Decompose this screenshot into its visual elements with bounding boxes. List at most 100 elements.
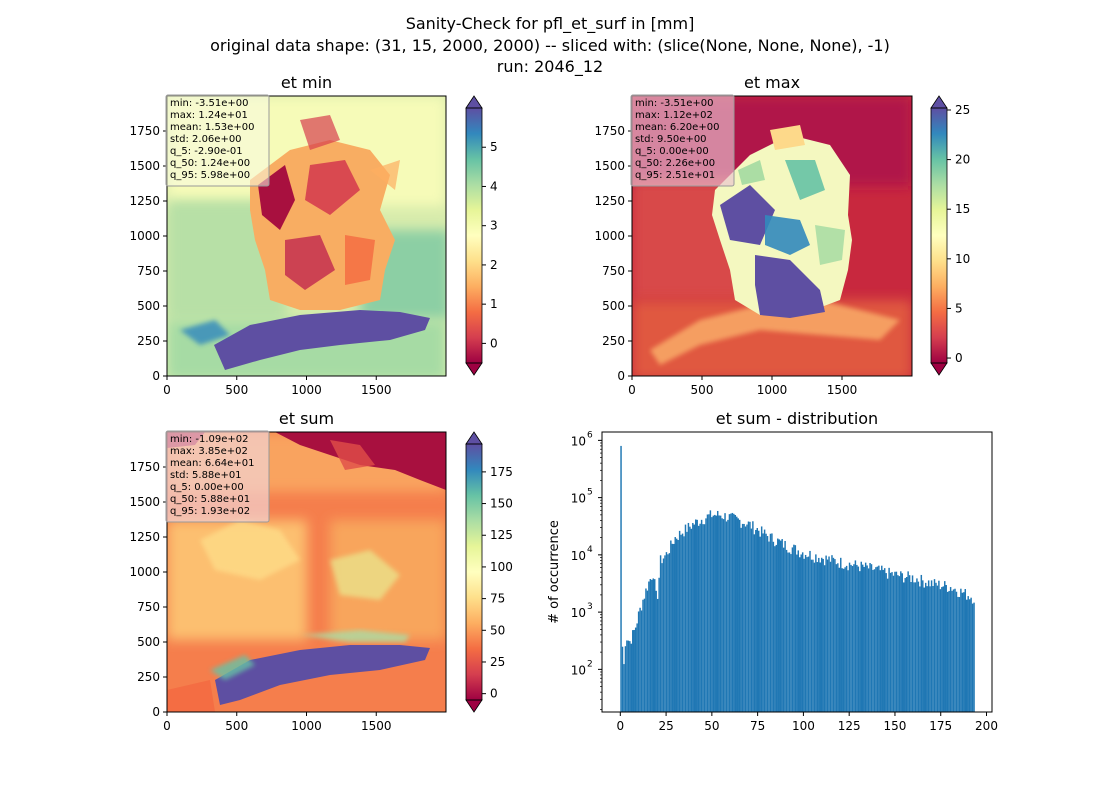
y-tick-label: 10 [571,549,586,563]
x-tick-label: 500 [225,719,248,733]
histogram-bar [944,581,946,712]
histogram-bar [709,510,712,712]
histogram-bar [718,515,720,712]
histogram-bar [908,575,911,712]
histogram-bar [910,582,912,712]
histogram-bar [905,577,908,712]
y-tick-label: 1500 [129,159,160,173]
histogram-bar [970,597,972,712]
stats-line: std: 5.88e+01 [170,470,242,481]
histogram-bar [856,564,858,712]
histogram-bar [837,563,839,712]
histogram-bar [895,571,898,712]
histogram-bar [850,564,852,712]
histogram-bar [913,582,915,712]
histogram-bar [872,569,874,712]
histogram-bar [752,521,754,712]
histogram-bar [620,445,622,712]
histogram-bar [724,513,726,712]
histogram-bar [696,519,698,712]
y-tick-label: 1500 [594,159,625,173]
title-et-min: et min [281,73,332,92]
colorbar-tick-label: 125 [490,528,513,542]
histogram-bar [829,561,832,712]
histogram-bar [946,591,949,712]
y-tick-label: 1000 [129,565,160,579]
y-tick-label: 0 [152,369,160,383]
y-tick-label: 1750 [129,460,160,474]
colorbar-tick-label: 100 [490,560,513,574]
colorbar-tick-label: 50 [490,623,505,637]
stats-line: max: 3.85e+02 [170,446,248,457]
histogram-bar [826,559,829,712]
y-tick-label: 10 [571,663,586,677]
y-tick-label: 0 [152,705,160,719]
colorbar-tick-label: 150 [490,497,513,511]
histogram-bar [864,562,867,712]
colorbar-tick-label: 1 [490,297,498,311]
colorbar-tick-label: 3 [490,219,498,233]
histogram-bar [838,567,841,712]
histogram-bar [876,566,879,712]
histogram-bar [749,521,751,712]
colorbar-tick-label: 4 [490,179,498,193]
histogram-bar [738,519,741,712]
histogram-bar [938,580,940,712]
histogram-bar [794,545,797,712]
histogram-bar [787,552,789,712]
y-tick-label: 1500 [129,495,160,509]
histogram-bar [957,596,959,712]
histogram-bar [857,566,860,712]
y-tick-label: 1250 [129,530,160,544]
histogram-bar [866,565,868,712]
histogram-bar [758,530,760,712]
histogram-bar [952,589,955,712]
x-tick-label: 75 [750,719,765,733]
histogram-bar [664,555,666,712]
histogram-bar [690,528,693,712]
y-axis-et-sum: 0 250 500 750 1000 1250 1500 1750 [129,460,167,719]
colorbar-tick-label: 25 [955,103,970,117]
histogram-bar [806,557,808,712]
histogram-bar [818,557,820,712]
histogram-bar [750,528,753,712]
histogram-bar [960,588,962,712]
histogram-bar [634,627,637,712]
stats-line: q_5: 0.00e+00 [635,146,709,157]
histogram-bar [632,630,634,712]
histogram-bar [949,587,952,712]
histogram-bar [945,585,947,712]
histogram-bar [700,519,703,712]
histogram-bar [771,533,773,712]
histogram-bar [967,596,969,712]
histogram-bar [878,565,880,712]
colorbar-tick-label: 20 [955,153,970,167]
histogram-bar [692,522,694,712]
histogram-bar [668,553,671,712]
histogram-bar [665,552,668,712]
histogram-bar [646,590,649,712]
x-tick-label: 1500 [361,383,392,397]
histogram-bar [942,586,945,712]
y-tick-label: 1000 [129,229,160,243]
histogram-bar [733,513,735,712]
histogram-bar [894,571,896,712]
histogram-bar [768,541,770,712]
histogram-bar [927,580,930,712]
histogram-bar [933,579,936,712]
histogram-bar [674,537,676,712]
histogram-bar [863,566,865,712]
figure-title-line-2: original data shape: (31, 15, 2000, 2000… [210,36,890,55]
stats-line: std: 9.50e+00 [635,134,707,145]
histogram-bar [820,557,823,712]
histogram-bar [629,641,631,712]
histogram-bar [702,524,704,712]
colorbar-tick-label: 10 [955,252,970,266]
panel-et-sum: et sum 0 500 1000 1500 02505007501000125015… [129,409,512,733]
histogram-bar [963,592,965,712]
x-tick-label: 0 [616,719,624,733]
histogram-bar [630,643,633,712]
histogram-bar [686,531,688,712]
histogram-bar [639,607,641,712]
panel-et-sum-distribution: et sum - distribution # of occurrence 0 2… [547,409,998,733]
